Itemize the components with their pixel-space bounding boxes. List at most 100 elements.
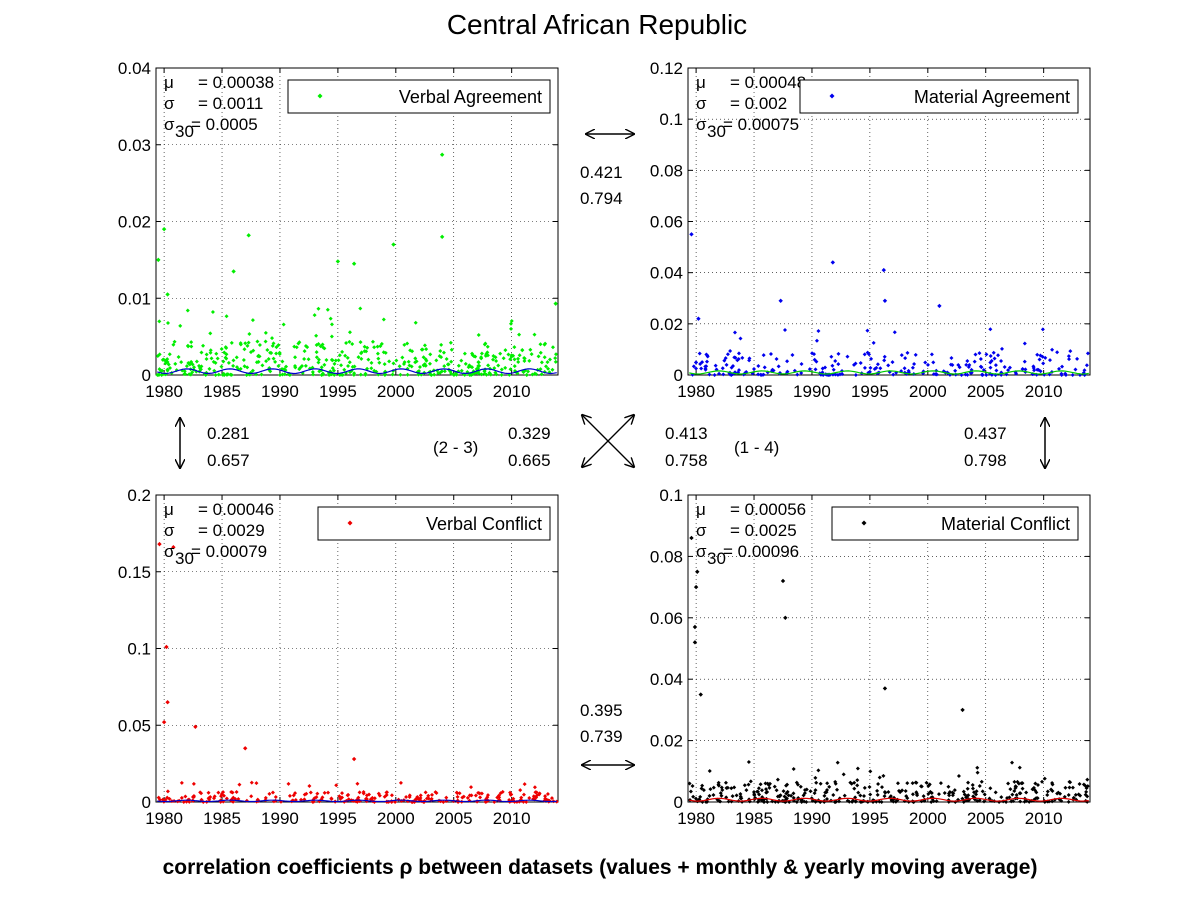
- data-point: [384, 793, 389, 798]
- data-point: [946, 784, 951, 789]
- data-point: [704, 799, 709, 804]
- data-point: [812, 791, 817, 796]
- data-point: [867, 352, 872, 357]
- data-point: [899, 353, 904, 358]
- data-point: [1033, 781, 1038, 786]
- data-point: [937, 303, 942, 309]
- stat-mu: μ: [164, 73, 174, 92]
- data-point: [208, 331, 213, 336]
- data-point: [186, 361, 191, 366]
- data-point: [783, 615, 788, 620]
- data-point: [1063, 371, 1068, 376]
- data-point: [913, 352, 918, 357]
- data-point: [524, 799, 529, 804]
- data-point: [307, 784, 312, 789]
- data-point: [451, 372, 456, 377]
- data-point: [691, 794, 696, 799]
- data-point: [1070, 785, 1075, 790]
- data-point: [759, 372, 764, 377]
- data-point: [229, 789, 234, 794]
- data-point: [522, 359, 527, 364]
- data-point: [776, 364, 781, 369]
- data-point: [996, 353, 1001, 358]
- data-point: [1022, 359, 1027, 364]
- data-point: [242, 364, 247, 369]
- data-point: [748, 779, 753, 784]
- data-point: [966, 793, 971, 798]
- x-tick-label: 2005: [435, 382, 473, 401]
- data-point: [238, 342, 243, 347]
- data-point: [947, 790, 952, 795]
- data-point: [335, 259, 341, 264]
- data-point: [978, 364, 983, 369]
- data-point: [1050, 347, 1055, 352]
- stat-mu-value: = 0.00046: [198, 500, 274, 519]
- data-point: [977, 784, 982, 789]
- data-point: [446, 362, 451, 367]
- data-point: [500, 789, 505, 794]
- data-point: [314, 350, 319, 355]
- data-point: [375, 351, 380, 356]
- data-point: [1078, 793, 1083, 798]
- data-point: [534, 790, 539, 795]
- data-point: [1066, 793, 1071, 798]
- data-point: [965, 359, 970, 364]
- y-tick-label: 0.15: [118, 563, 151, 582]
- data-point: [441, 799, 446, 804]
- data-point: [1007, 365, 1012, 370]
- data-point: [250, 368, 255, 373]
- data-point: [221, 790, 226, 795]
- data-point: [426, 796, 431, 801]
- data-point: [398, 780, 403, 785]
- data-point: [542, 355, 547, 360]
- data-point: [379, 341, 384, 346]
- x-tick-label: 2000: [909, 809, 947, 828]
- data-point: [270, 336, 275, 341]
- data-point: [733, 355, 738, 360]
- data-point: [950, 362, 955, 367]
- data-point: [764, 790, 769, 795]
- stat-sigma-value: = 0.0011: [198, 94, 263, 113]
- y-tick-label: 0.04: [650, 670, 683, 689]
- data-point: [419, 347, 424, 352]
- data-point: [263, 795, 268, 800]
- data-point: [1084, 786, 1089, 791]
- data-point: [410, 349, 415, 354]
- data-point: [853, 799, 858, 804]
- data-point: [956, 362, 961, 367]
- data-point: [1068, 349, 1073, 354]
- data-point: [496, 363, 501, 368]
- legend: Material Conflict: [831, 506, 1079, 541]
- data-point: [903, 356, 908, 361]
- stat-mu: μ: [696, 500, 706, 519]
- data-point: [303, 344, 308, 349]
- data-point: [931, 360, 936, 365]
- x-tick-label: 2010: [493, 382, 531, 401]
- data-point: [732, 330, 737, 335]
- data-point: [852, 786, 857, 791]
- data-point: [882, 686, 888, 691]
- data-point: [970, 782, 975, 787]
- data-point: [1050, 799, 1055, 804]
- data-point: [528, 347, 533, 352]
- corr-left-value-a: 0.281: [207, 424, 250, 443]
- data-point: [181, 799, 186, 804]
- data-point: [397, 364, 402, 369]
- data-point: [171, 544, 176, 550]
- x-tick-label: 1995: [319, 382, 357, 401]
- data-point: [927, 782, 932, 787]
- data-point: [814, 780, 819, 785]
- data-point: [988, 354, 993, 359]
- data-point: [160, 797, 165, 802]
- data-point: [1073, 792, 1078, 797]
- data-point: [284, 364, 289, 369]
- y-tick-label: 0: [142, 793, 151, 812]
- x-tick-label: 1980: [677, 809, 715, 828]
- data-point: [698, 692, 703, 697]
- data-point: [700, 360, 705, 365]
- x-tick-label: 1985: [203, 809, 241, 828]
- data-point: [717, 371, 722, 376]
- data-point: [469, 785, 474, 790]
- data-point: [365, 345, 370, 350]
- data-point: [1063, 785, 1068, 790]
